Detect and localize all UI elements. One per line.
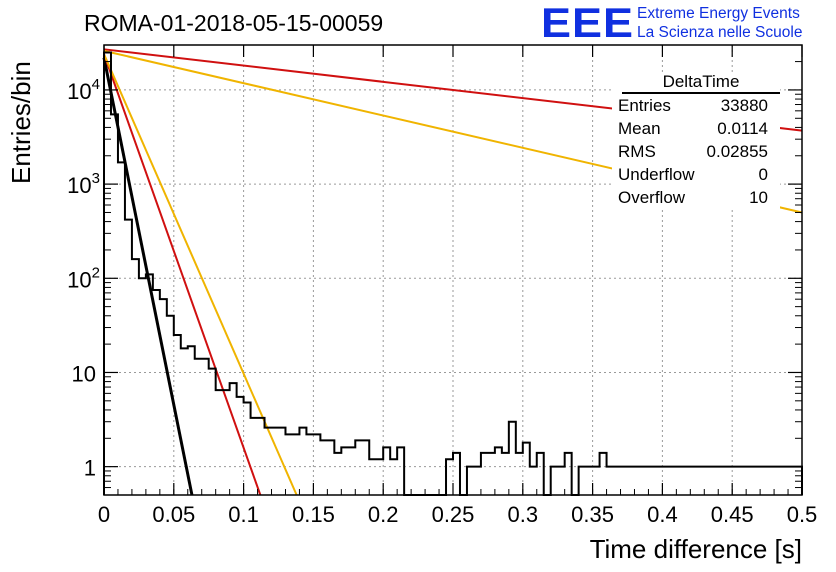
stats-row-underflow: Underflow 0 [612,163,780,186]
eee-subtitle: Extreme Energy Events La Scienza nelle S… [637,4,802,42]
x-tick-label: 0.15 [292,502,335,527]
stats-row-overflow: Overflow 10 [612,186,780,209]
stats-value: 10 [749,188,768,207]
stats-label: Entries [618,96,671,115]
y-tick-label: 103 [67,170,100,198]
stats-row-rms: RMS 0.02855 [612,140,780,163]
stats-label: RMS [618,142,656,161]
stats-value: 0 [758,165,768,184]
x-tick-label: 0.45 [711,502,754,527]
stats-label: Underflow [618,165,695,184]
fit-line [103,53,298,496]
eee-line-1: Extreme Energy Events [637,5,800,22]
x-axis: 0 0.05 0.1 0.15 0.2 0.25 0.3 0.35 0.4 0.45 0.5 [98,45,817,527]
x-tick-label: 0.3 [508,502,539,527]
x-tick-label: 0.05 [152,502,195,527]
stats-label: Mean [618,119,661,138]
y-tick-label: 10 [72,361,96,386]
y-tick-label: 102 [67,264,100,292]
chart-title: ROMA-01-2018-05-15-00059 [84,10,384,36]
stats-row-entries: Entries 33880 [612,94,780,117]
eee-line-2: La Scienza nelle Scuole [637,24,803,41]
y-tick-label: 1 [84,456,96,481]
stats-row-mean: Mean 0.0114 [612,117,780,140]
stats-value: 33880 [720,96,768,115]
y-axis: 1 10 102 103 104 [67,44,802,496]
fit-line [103,53,262,496]
x-tick-label: 0.5 [787,502,818,527]
stats-label: Overflow [618,188,686,207]
stats-title: DeltaTime [622,72,780,94]
eee-logo: EEE [541,0,635,47]
x-tick-label: 0.25 [432,502,475,527]
stats-value: 0.0114 [717,119,768,138]
x-tick-label: 0.1 [228,502,259,527]
x-tick-label: 0.4 [647,502,678,527]
x-axis-label: Time difference [s] [589,534,802,564]
stats-value: 0.02855 [706,142,768,161]
y-axis-label: Entries/bin [6,61,36,184]
x-tick-label: 0 [98,502,110,527]
y-tick-label: 104 [67,76,100,104]
x-tick-label: 0.2 [368,502,399,527]
x-tick-label: 0.35 [571,502,614,527]
stats-box: DeltaTime Entries 33880 Mean 0.0114 RMS … [612,72,780,209]
